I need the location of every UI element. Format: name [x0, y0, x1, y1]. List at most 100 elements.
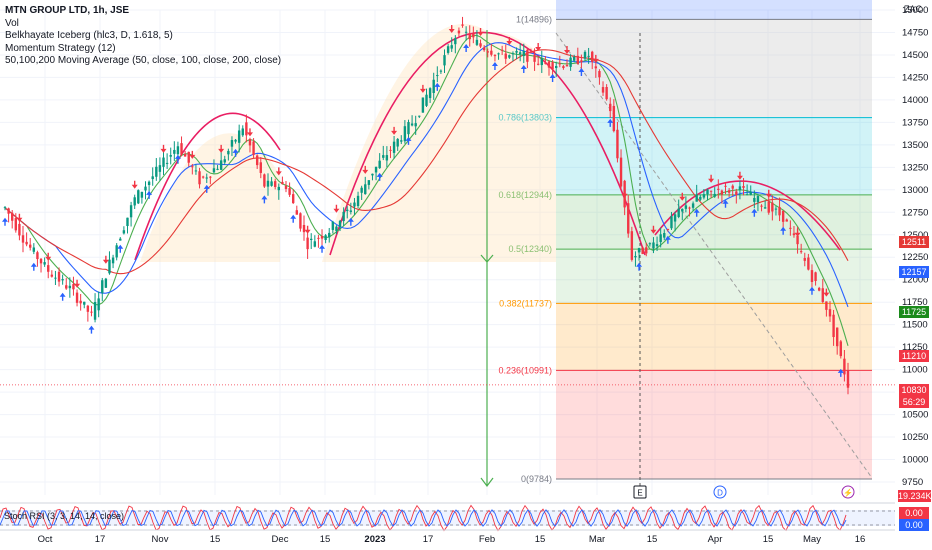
candle-body — [342, 211, 345, 222]
y-tick-label: 10250 — [902, 432, 928, 443]
candle-body — [241, 128, 244, 136]
candle-body — [760, 205, 763, 207]
candle-body — [767, 201, 770, 213]
candle-body — [43, 262, 46, 265]
x-tick-label: Mar — [589, 534, 605, 545]
candle-body — [738, 186, 742, 191]
sell-arrow-icon — [765, 189, 772, 198]
candle-body — [237, 130, 241, 143]
candle-body — [763, 207, 767, 209]
candle-body — [472, 33, 475, 38]
sell-arrow-icon — [189, 150, 196, 159]
candle-body — [821, 288, 824, 302]
candle-body — [681, 208, 684, 212]
buy-arrow-icon — [722, 199, 729, 208]
buy-arrow-icon — [376, 172, 383, 181]
candle-body — [198, 171, 201, 185]
sell-arrow-icon — [45, 252, 52, 261]
sell-arrow-icon — [218, 144, 225, 153]
buy-arrow-icon — [146, 190, 153, 199]
x-tick-label: Oct — [38, 534, 53, 545]
chart-legend: MTN GROUP LTD, 1h, JSE Vol Belkhayate Ic… — [5, 5, 281, 68]
buy-arrow-icon — [290, 214, 297, 223]
candle-body — [371, 173, 374, 176]
candle-body — [446, 46, 450, 53]
candle-body — [709, 190, 713, 192]
candle-body — [248, 139, 252, 146]
candle-body — [255, 155, 259, 166]
candle-body — [724, 185, 727, 187]
candle-body — [277, 186, 280, 191]
candle-body — [378, 160, 381, 169]
oscillator-pane — [0, 502, 895, 532]
currency-label: ZAC — [904, 4, 922, 14]
candle-body — [749, 191, 752, 195]
candle-body — [115, 245, 118, 258]
candle-body — [68, 285, 72, 289]
candle-body — [65, 285, 68, 289]
candle-body — [36, 252, 39, 260]
buy-arrow-icon — [261, 195, 268, 204]
candle-body — [140, 191, 144, 198]
y-tick-label: 11250 — [902, 342, 928, 353]
x-tick-label: Feb — [479, 534, 495, 545]
stoch-k-tag: 0.00 — [899, 507, 929, 519]
candle-body — [619, 157, 623, 187]
candle-body — [313, 241, 317, 247]
candle-body — [414, 123, 417, 127]
sell-arrow-icon — [304, 225, 311, 234]
candle-body — [155, 166, 158, 177]
candle-body — [439, 70, 443, 72]
candle-body — [7, 208, 10, 214]
osc-band — [0, 510, 895, 526]
candle-body — [720, 190, 724, 195]
candle-body — [594, 66, 598, 69]
candle-body — [108, 259, 111, 274]
y-tick-label: 12000 — [902, 275, 928, 286]
y-tick-label: 14500 — [902, 50, 928, 61]
candle-body — [3, 207, 7, 209]
candle-body — [515, 50, 518, 53]
sell-arrow-icon — [650, 225, 657, 234]
legend-volume: Vol — [5, 17, 19, 29]
y-tick-label: 10500 — [902, 410, 928, 421]
candle-body — [695, 194, 698, 202]
fibonacci-zones: 1(14896) 0.786(13803) 0.618(12944) 0.5(1234… — [498, 0, 872, 484]
fib-zone — [556, 0, 872, 20]
candle-body — [396, 138, 399, 147]
sell-arrow-icon — [391, 126, 398, 135]
candle-body — [212, 168, 216, 173]
buy-arrow-icon — [88, 325, 95, 334]
candle-body — [86, 305, 90, 312]
candle-body — [407, 122, 410, 135]
candle-body — [573, 56, 576, 61]
candle-body — [288, 188, 291, 195]
candle-body — [205, 177, 208, 179]
candle-body — [792, 233, 796, 236]
candle-body — [450, 45, 453, 49]
candle-body — [328, 232, 331, 238]
candle-body — [468, 33, 471, 40]
x-tick-label: 15 — [647, 534, 658, 545]
candle-body — [612, 105, 616, 132]
candle-body — [825, 301, 828, 310]
fib-level-label: 0(9784) — [521, 474, 552, 484]
candle-body — [609, 103, 612, 112]
candle-body — [11, 212, 14, 221]
price-axis: 15000 14750 14500 14250 14000 13750 13500 13250… — [902, 5, 928, 488]
candle-body — [169, 155, 172, 157]
candle-body — [32, 247, 36, 252]
candle-body — [799, 251, 803, 253]
candle-body — [717, 188, 720, 190]
sell-arrow-icon — [74, 279, 81, 288]
candle-body — [731, 185, 734, 189]
candle-body — [101, 280, 104, 293]
buy-arrow-icon — [549, 73, 556, 82]
candle-body — [126, 217, 129, 227]
candle-body — [165, 162, 169, 164]
candle-body — [774, 208, 778, 210]
dividend-marker-icon — [713, 485, 727, 499]
y-tick-label: 11000 — [902, 365, 928, 376]
candle-body — [259, 162, 262, 173]
